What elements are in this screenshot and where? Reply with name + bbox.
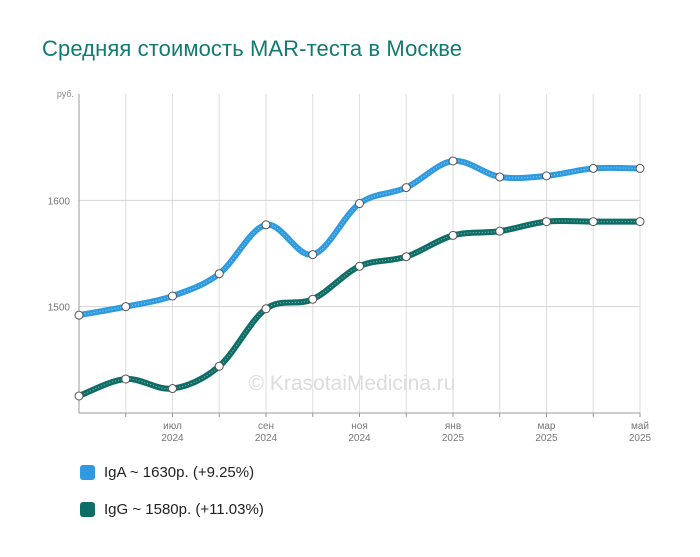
chart-title: Средняя стоимость MAR-теста в Москве [42, 36, 463, 61]
legend-label-igg: IgG ~ 1580р. (+11.03%) [104, 500, 264, 518]
data-point-igg[interactable] [261, 304, 271, 314]
gridlines [79, 94, 641, 413]
x-tick-year-label: 2025 [442, 433, 465, 444]
data-point-igg[interactable] [542, 217, 551, 227]
x-tick-year-label: 2024 [348, 433, 371, 444]
legend-swatch-igg [80, 501, 95, 517]
data-point-iga[interactable] [214, 269, 224, 279]
data-point-iga[interactable] [448, 156, 458, 166]
data-point-igg[interactable] [355, 261, 364, 271]
data-point-igg[interactable] [121, 374, 131, 384]
data-point-iga[interactable] [542, 171, 551, 181]
data-point-igg[interactable] [308, 294, 318, 304]
legend: IgA ~ 1630р. (+9.25%) IgG ~ 1580р. (+11.… [80, 462, 264, 536]
y-tick-label: 1500 [48, 303, 71, 314]
data-point-iga[interactable] [588, 163, 598, 173]
x-tick-year-label: 2024 [255, 433, 278, 444]
y-axis-unit: руб. [57, 89, 74, 99]
data-point-iga[interactable] [355, 199, 364, 209]
legend-item-iga[interactable]: IgA ~ 1630р. (+9.25%) [80, 462, 264, 482]
data-point-iga[interactable] [308, 250, 318, 260]
x-tick-month-label: сен [258, 421, 274, 432]
x-tick-year-label: 2025 [535, 433, 558, 444]
data-point-iga[interactable] [495, 172, 505, 182]
x-tick-year-label: 2024 [161, 433, 184, 444]
data-point-iga[interactable] [121, 302, 131, 312]
data-point-igg[interactable] [214, 361, 224, 371]
x-tick-month-label: мар [538, 421, 556, 432]
x-tick-month-label: янв [445, 421, 461, 432]
x-tick-month-label: июл [163, 421, 182, 432]
x-tick-year-label: 2025 [629, 433, 652, 444]
data-point-igg[interactable] [635, 217, 645, 227]
data-point-igg[interactable] [495, 226, 505, 236]
legend-item-igg[interactable]: IgG ~ 1580р. (+11.03%) [80, 499, 264, 519]
data-point-iga[interactable] [74, 310, 84, 320]
data-points [74, 156, 645, 401]
data-point-iga[interactable] [635, 163, 645, 173]
data-point-igg[interactable] [168, 384, 177, 394]
x-tick-month-label: май [631, 421, 649, 432]
data-point-igg[interactable] [588, 217, 598, 227]
axes: 15001600руб.июл2024сен2024ноя2024янв2025… [48, 89, 652, 444]
data-point-igg[interactable] [401, 252, 411, 262]
data-point-iga[interactable] [168, 291, 177, 301]
data-point-igg[interactable] [74, 391, 84, 401]
legend-label-iga: IgA ~ 1630р. (+9.25%) [104, 463, 255, 481]
data-point-igg[interactable] [448, 230, 458, 240]
legend-swatch-iga [80, 464, 95, 480]
data-point-iga[interactable] [401, 183, 411, 193]
x-tick-month-label: ноя [351, 421, 368, 432]
data-point-iga[interactable] [261, 220, 271, 230]
y-tick-label: 1600 [48, 196, 71, 207]
watermark: © KrasotaiMedicina.ru [249, 372, 456, 395]
